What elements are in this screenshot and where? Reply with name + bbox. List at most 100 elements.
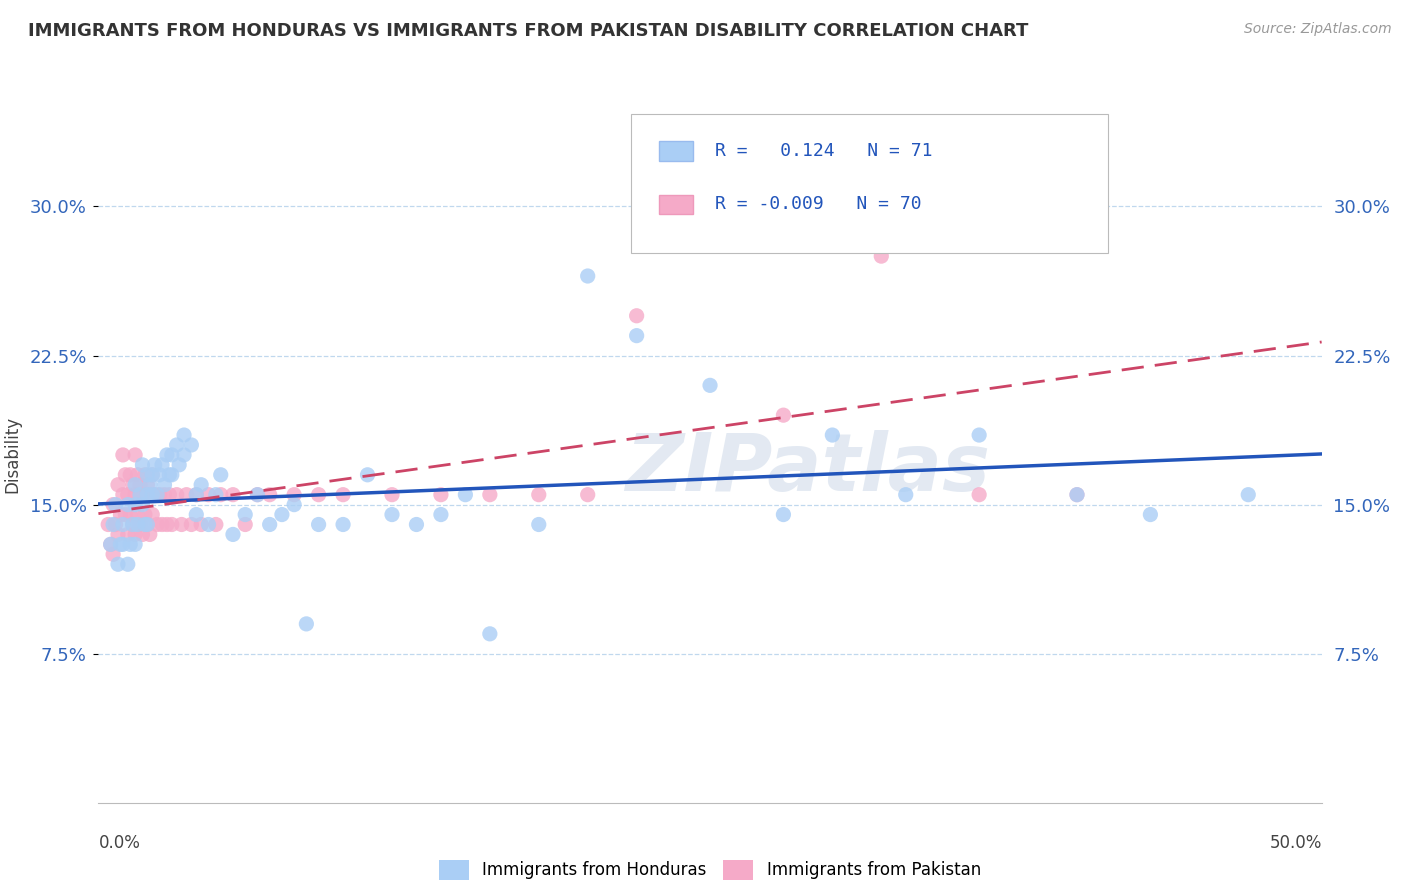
Point <box>121 517 143 532</box>
Point <box>131 498 153 512</box>
Point <box>104 517 127 532</box>
Point <box>150 458 173 472</box>
Point <box>139 527 162 541</box>
Point <box>699 229 721 244</box>
FancyBboxPatch shape <box>658 141 693 161</box>
Point <box>186 508 208 522</box>
Point <box>131 527 153 541</box>
Point <box>381 488 404 502</box>
Point <box>167 458 190 472</box>
Point <box>246 488 269 502</box>
Point <box>141 488 163 502</box>
Point <box>131 488 153 502</box>
Point <box>146 517 169 532</box>
Point <box>114 508 136 522</box>
Point <box>149 467 172 482</box>
Point <box>160 448 183 462</box>
Point <box>283 488 305 502</box>
Point <box>356 467 378 482</box>
Point <box>127 467 149 482</box>
Point <box>120 467 142 482</box>
Point <box>136 477 159 491</box>
Point <box>478 627 501 641</box>
Point <box>100 537 122 551</box>
Point <box>129 477 152 491</box>
Point <box>332 517 354 532</box>
Point <box>1066 488 1088 502</box>
Point <box>166 438 188 452</box>
Point <box>153 477 176 491</box>
Point <box>117 527 139 541</box>
Point <box>1066 488 1088 502</box>
Point <box>197 517 219 532</box>
Text: R =   0.124   N = 71: R = 0.124 N = 71 <box>714 142 932 160</box>
Point <box>127 508 149 522</box>
Point <box>626 328 648 343</box>
Point <box>127 517 149 532</box>
Point <box>186 488 208 502</box>
Point <box>139 488 162 502</box>
Point <box>170 517 193 532</box>
Text: Source: ZipAtlas.com: Source: ZipAtlas.com <box>1244 22 1392 37</box>
Point <box>246 488 269 502</box>
Point <box>124 477 146 491</box>
FancyBboxPatch shape <box>630 114 1108 253</box>
Point <box>626 309 648 323</box>
Point <box>141 467 163 482</box>
Point <box>111 537 134 551</box>
Point <box>190 477 212 491</box>
Point <box>117 558 139 572</box>
Point <box>157 488 180 502</box>
Point <box>308 517 330 532</box>
Point <box>295 616 318 631</box>
Point <box>117 488 139 502</box>
Point <box>527 488 550 502</box>
Point <box>430 508 453 522</box>
Text: ZIPatlas: ZIPatlas <box>626 430 990 508</box>
Point <box>149 488 172 502</box>
Point <box>101 547 124 561</box>
Point <box>173 428 195 442</box>
Point <box>139 477 162 491</box>
Point <box>120 537 142 551</box>
Point <box>110 537 132 551</box>
Point <box>478 488 501 502</box>
Point <box>124 448 146 462</box>
Point <box>173 448 195 462</box>
FancyBboxPatch shape <box>658 194 693 214</box>
Point <box>124 537 146 551</box>
Point <box>104 498 127 512</box>
Point <box>141 508 163 522</box>
Point <box>120 508 142 522</box>
Point <box>134 508 156 522</box>
Point <box>136 467 159 482</box>
Point <box>107 477 129 491</box>
Point <box>131 458 153 472</box>
Point <box>107 527 129 541</box>
Point <box>430 488 453 502</box>
Point <box>270 508 294 522</box>
Point <box>180 517 202 532</box>
Point <box>129 517 152 532</box>
Point <box>117 498 139 512</box>
Point <box>134 517 156 532</box>
Point <box>576 488 599 502</box>
Point <box>160 467 183 482</box>
Point <box>967 488 990 502</box>
Point <box>405 517 427 532</box>
Text: 50.0%: 50.0% <box>1270 834 1322 852</box>
Text: 0.0%: 0.0% <box>98 834 141 852</box>
Point <box>772 408 794 422</box>
Point <box>699 378 721 392</box>
Point <box>233 517 256 532</box>
Point <box>124 527 146 541</box>
Point <box>124 498 146 512</box>
Point <box>153 488 176 502</box>
Point <box>454 488 477 502</box>
Text: R = -0.009   N = 70: R = -0.009 N = 70 <box>714 195 921 213</box>
Point <box>186 488 208 502</box>
Point <box>136 517 159 532</box>
Point <box>381 508 404 522</box>
Point <box>190 517 212 532</box>
Point <box>160 517 183 532</box>
